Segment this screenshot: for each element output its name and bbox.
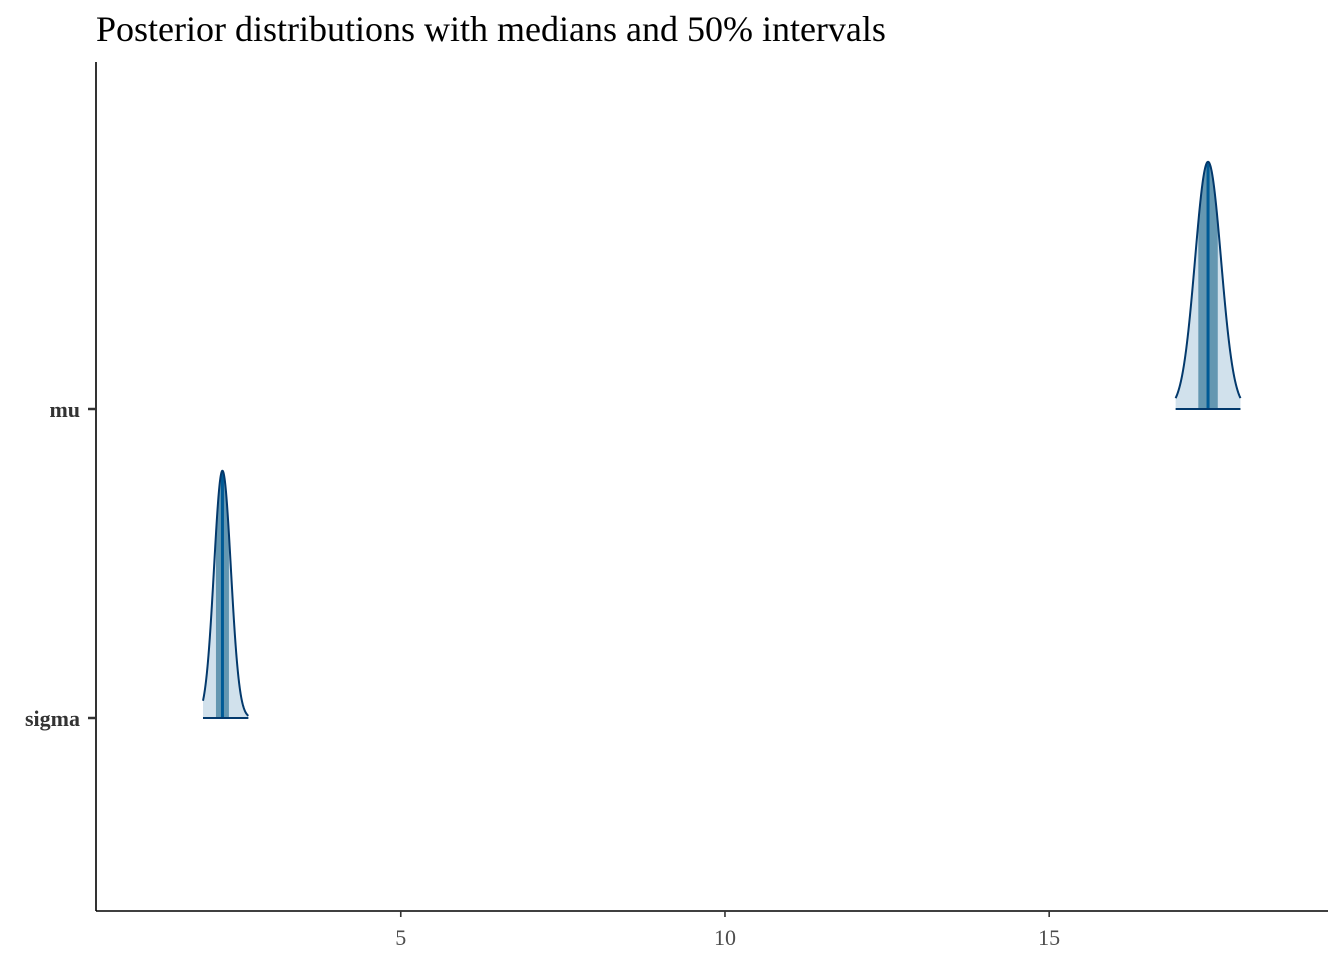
density-marks — [202, 160, 1242, 719]
x-tick-label: 15 — [1038, 925, 1060, 950]
density-sigma — [202, 469, 250, 719]
y-tick-label-mu: mu — [49, 397, 80, 422]
x-axis-ticks: 5 10 15 — [395, 911, 1060, 950]
density-mu — [1174, 160, 1242, 410]
density-outline-sigma — [202, 469, 250, 717]
x-tick-label: 5 — [395, 925, 406, 950]
chart-title: Posterior distributions with medians and… — [96, 9, 886, 49]
density-outline-mu — [1174, 160, 1242, 399]
y-tick-label-sigma: sigma — [25, 706, 80, 731]
y-axis-ticks: mu sigma — [25, 397, 96, 731]
x-tick-label: 10 — [714, 925, 736, 950]
